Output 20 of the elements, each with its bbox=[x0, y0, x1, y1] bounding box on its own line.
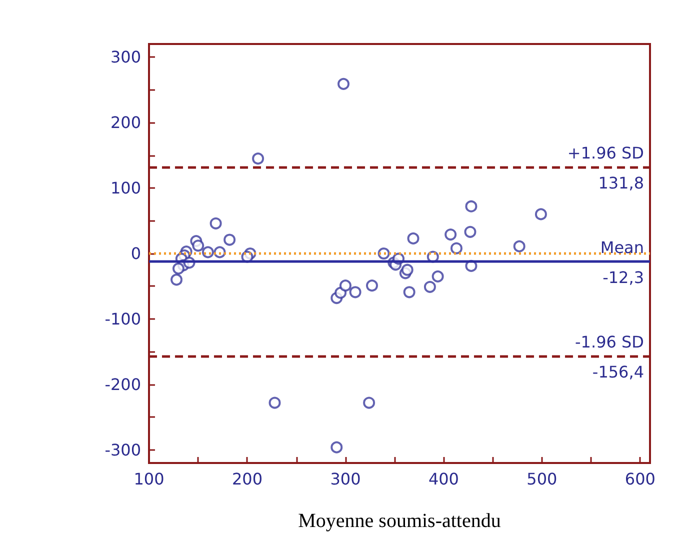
x-tick-label: 300 bbox=[330, 470, 361, 488]
y-tick-label: -200 bbox=[104, 374, 141, 394]
y-tick-label: 300 bbox=[110, 48, 141, 67]
ref-line-label: Mean bbox=[600, 238, 644, 258]
x-tick-label: 100 bbox=[134, 470, 164, 488]
x-tick-label: 400 bbox=[428, 470, 459, 488]
y-tick-label: -100 bbox=[104, 309, 141, 328]
x-tick-label: 200 bbox=[232, 470, 263, 488]
y-tick-label: 0 bbox=[130, 244, 141, 263]
annotation: -156,4 bbox=[592, 362, 644, 382]
x-tick-label: 500 bbox=[526, 470, 558, 488]
ref-line-label: +1.96 SD bbox=[567, 144, 644, 163]
ref-line-label: -1.96 SD bbox=[575, 332, 644, 352]
y-tick-label: 200 bbox=[110, 113, 141, 132]
x-tick-label: 600 bbox=[624, 470, 656, 488]
y-tick-label: 100 bbox=[110, 178, 141, 198]
annotation: 131,8 bbox=[598, 174, 644, 193]
annotation: -12,3 bbox=[602, 268, 644, 288]
x-axis-title: Moyenne soumis-attendu bbox=[298, 510, 501, 532]
y-tick-label: -300 bbox=[104, 440, 141, 460]
